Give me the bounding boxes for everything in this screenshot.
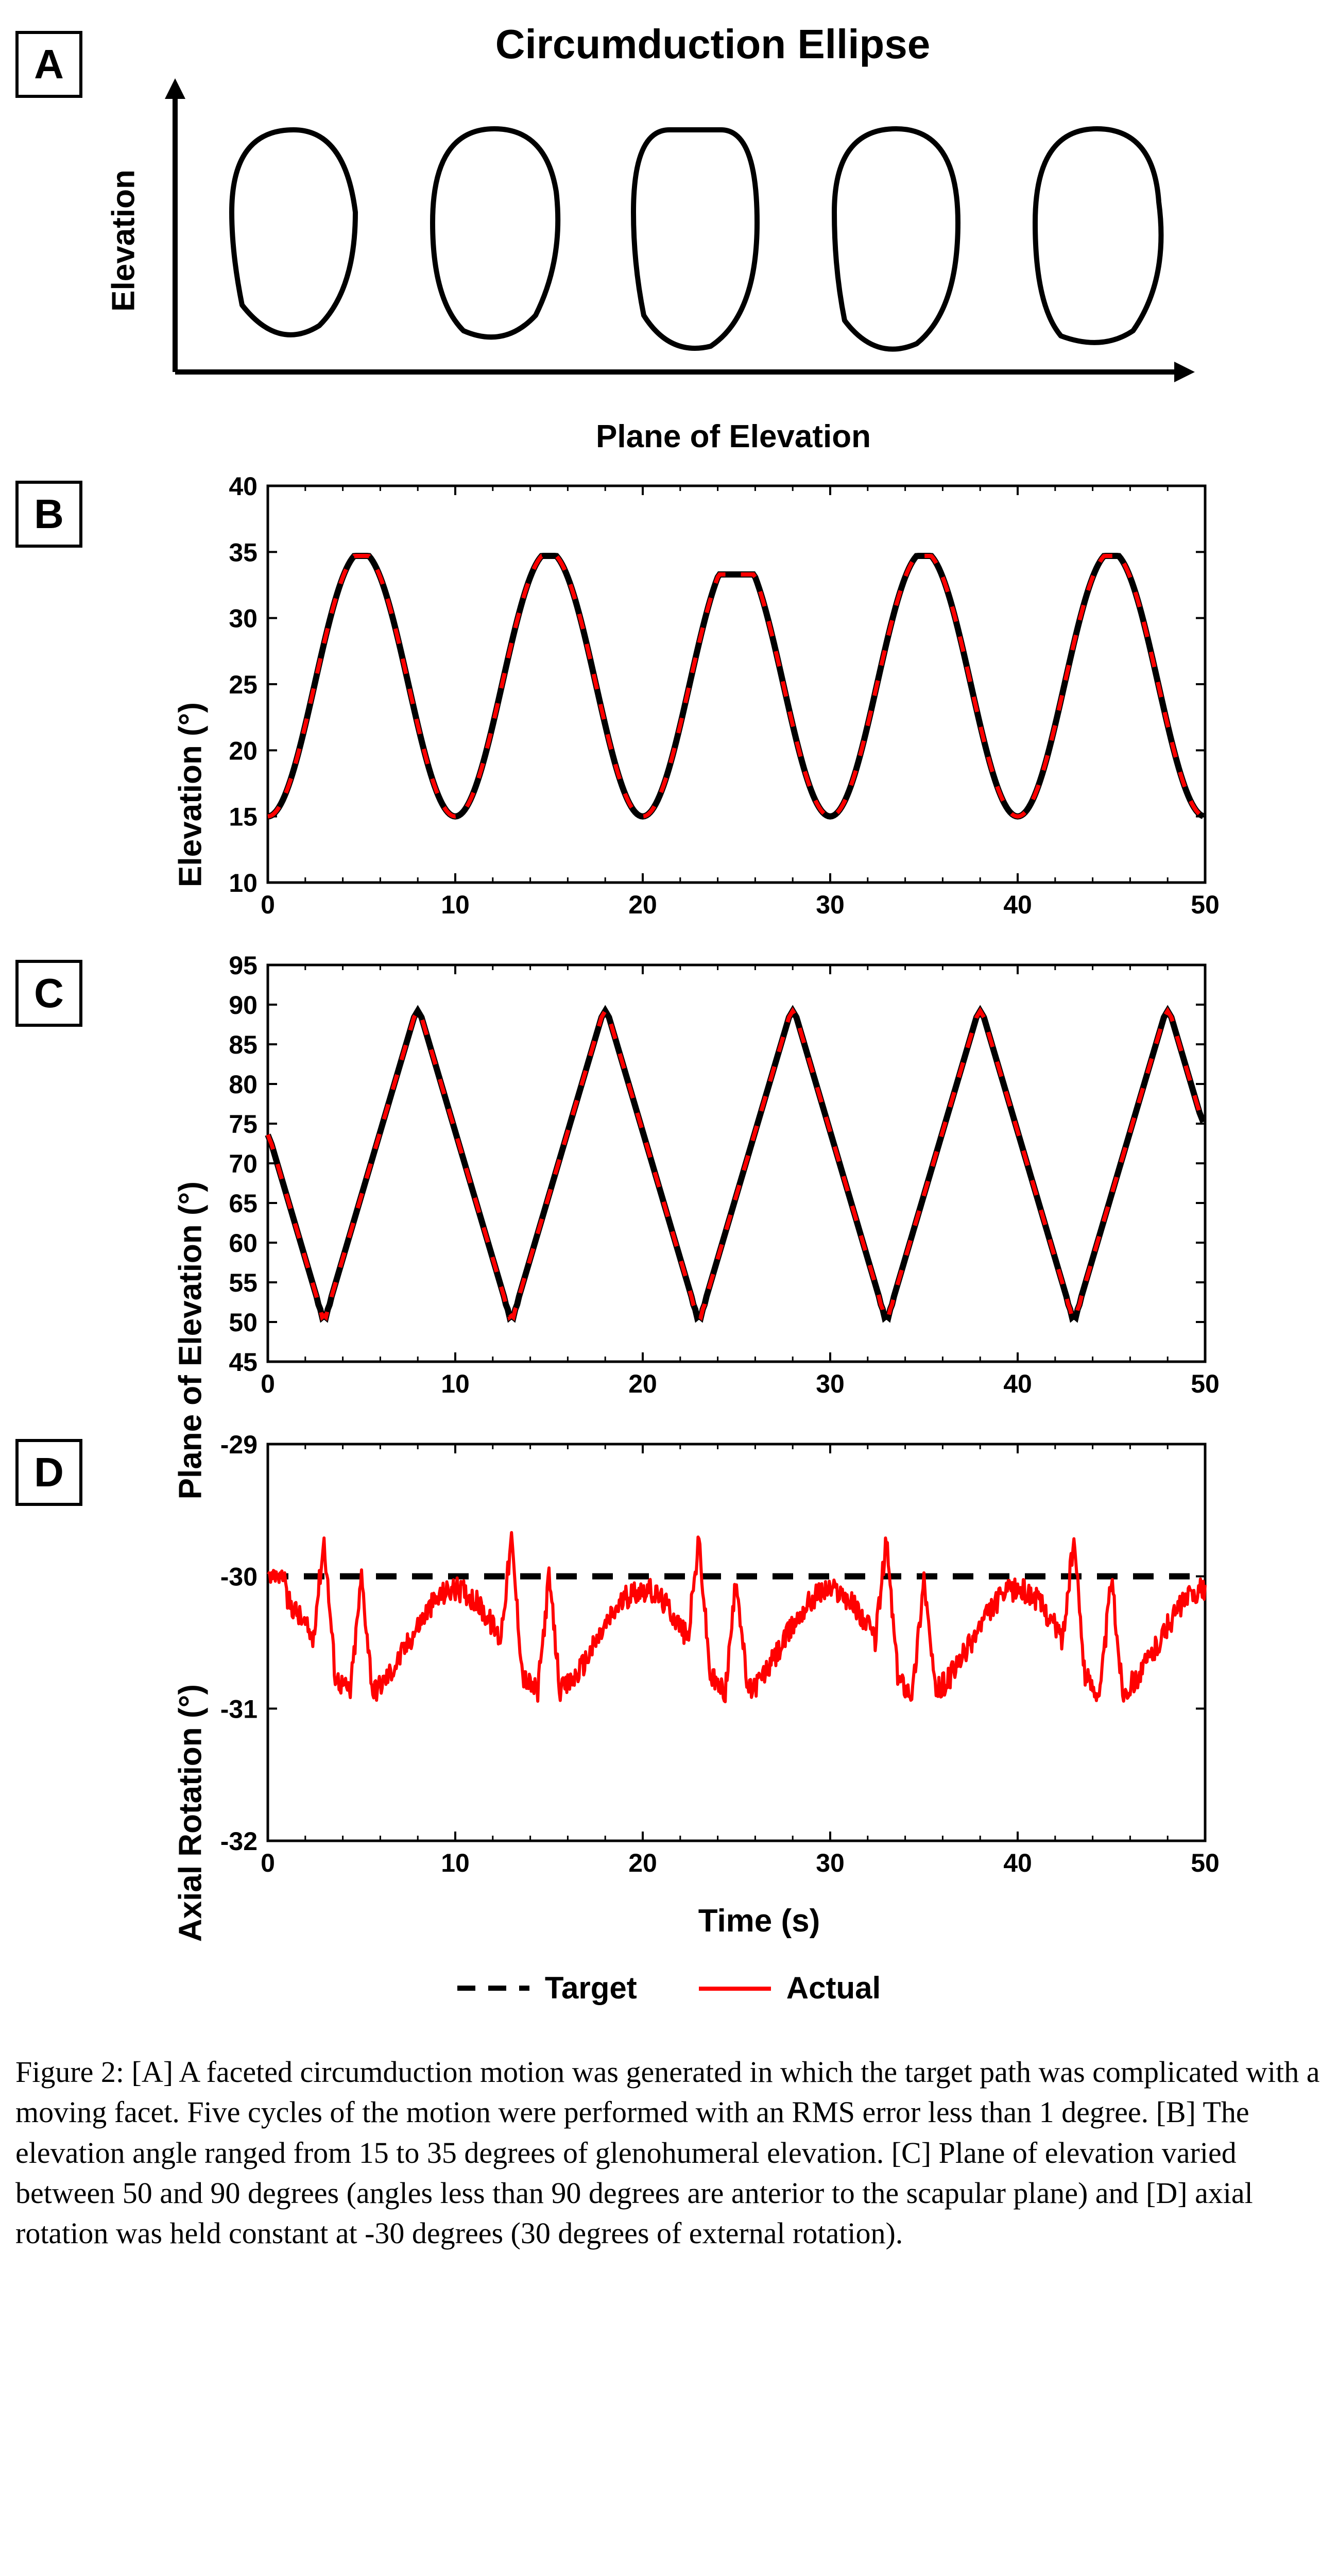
svg-text:10: 10	[441, 1369, 470, 1398]
svg-text:40: 40	[1003, 1849, 1032, 1877]
legend: Target Actual	[15, 1970, 1323, 2006]
panel-label-c: C	[15, 960, 82, 1027]
svg-text:95: 95	[229, 951, 258, 980]
panel-d-ylabel: Axial Rotation (°)	[173, 1684, 209, 1942]
svg-text:35: 35	[229, 538, 258, 567]
svg-text:90: 90	[229, 991, 258, 1020]
svg-text:75: 75	[229, 1110, 258, 1139]
panel-a: Circumduction Ellipse Elevation Plane of…	[103, 21, 1323, 455]
svg-text:25: 25	[229, 670, 258, 699]
svg-text:-30: -30	[220, 1563, 258, 1591]
legend-actual: Actual	[699, 1970, 881, 2006]
svg-text:45: 45	[229, 1348, 258, 1377]
panel-label-d: D	[15, 1439, 82, 1506]
legend-target-label: Target	[545, 1970, 637, 2006]
svg-text:10: 10	[441, 890, 470, 919]
svg-text:40: 40	[1003, 1369, 1032, 1398]
panel-label-b: B	[15, 481, 82, 548]
svg-text:85: 85	[229, 1030, 258, 1059]
svg-text:80: 80	[229, 1070, 258, 1099]
figure-2: A Circumduction Ellipse Elevation Plane …	[15, 21, 1323, 2253]
panel-b-ylabel: Elevation (°)	[173, 702, 209, 887]
svg-text:50: 50	[1191, 1849, 1220, 1877]
svg-text:10: 10	[441, 1849, 470, 1877]
legend-actual-label: Actual	[786, 1970, 881, 2006]
legend-target: Target	[457, 1970, 637, 2006]
panel-d-xlabel: Time (s)	[196, 1903, 1323, 1939]
panel-a-xlabel: Plane of Elevation	[144, 418, 1323, 455]
svg-text:55: 55	[229, 1268, 258, 1297]
legend-actual-swatch	[699, 1986, 771, 1991]
svg-text:0: 0	[261, 1369, 275, 1398]
svg-text:-32: -32	[220, 1827, 258, 1856]
svg-text:0: 0	[261, 890, 275, 919]
svg-text:30: 30	[229, 604, 258, 633]
chart-c-svg: 45 50 55 60 65 70 75 80 85 90 95 0 10 20 30 40 50	[196, 950, 1226, 1413]
svg-text:40: 40	[1003, 890, 1032, 919]
panel-c: Plane of Elevation (°) 45505560657075808…	[196, 950, 1323, 1413]
panel-b: Elevation (°) 1015202530354001020304050	[196, 470, 1323, 934]
svg-text:30: 30	[816, 1369, 845, 1398]
svg-text:0: 0	[261, 1849, 275, 1877]
svg-text:65: 65	[229, 1189, 258, 1218]
ellipse-svg	[144, 73, 1200, 408]
svg-text:20: 20	[628, 1849, 657, 1877]
panel-b-row: B Elevation (°) 101520253035400102030405…	[15, 470, 1323, 934]
svg-text:40: 40	[229, 472, 258, 501]
svg-text:20: 20	[628, 1369, 657, 1398]
svg-text:-31: -31	[220, 1694, 258, 1723]
panel-d-row: D Axial Rotation (°) -32 -31 -30 -29 0 10 20 30…	[15, 1429, 1323, 1939]
figure-caption: Figure 2: [A] A faceted circumduction mo…	[15, 2052, 1323, 2253]
chart-b-svg: 1015202530354001020304050	[196, 470, 1226, 934]
panel-d: Axial Rotation (°) -32-31-30-29010203040…	[196, 1429, 1323, 1939]
legend-target-swatch	[457, 1986, 529, 1991]
panel-a-title: Circumduction Ellipse	[103, 21, 1323, 68]
svg-text:10: 10	[229, 869, 258, 897]
panel-label-a: A	[15, 31, 82, 98]
panel-a-row: A Circumduction Ellipse Elevation Plane …	[15, 21, 1323, 455]
chart-d-svg: -32 -31 -30 -29 0 10 20 30 40 50	[196, 1429, 1226, 1892]
panel-c-row: C Plane of Elevation (°) 455055606570758…	[15, 950, 1323, 1413]
svg-text:30: 30	[816, 890, 845, 919]
svg-text:20: 20	[229, 736, 258, 765]
svg-text:-29: -29	[220, 1430, 258, 1459]
svg-text:50: 50	[229, 1308, 258, 1337]
svg-text:50: 50	[1191, 1369, 1220, 1398]
svg-text:50: 50	[1191, 890, 1220, 919]
svg-text:30: 30	[816, 1849, 845, 1877]
panel-a-ylabel: Elevation	[106, 170, 142, 312]
svg-text:15: 15	[229, 803, 258, 832]
svg-text:20: 20	[628, 890, 657, 919]
svg-text:60: 60	[229, 1229, 258, 1258]
svg-text:70: 70	[229, 1149, 258, 1178]
